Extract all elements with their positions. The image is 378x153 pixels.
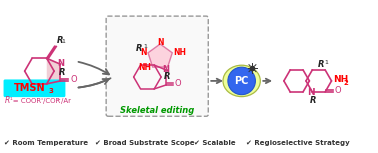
Text: NH: NH: [333, 75, 349, 84]
Text: –: –: [57, 97, 60, 103]
Text: 1: 1: [143, 44, 147, 49]
Text: R: R: [310, 96, 317, 105]
Text: R: R: [59, 68, 66, 77]
Text: ✔ Regioselective Strategy: ✔ Regioselective Strategy: [246, 140, 349, 146]
Text: ✔ Room Temperature: ✔ Room Temperature: [4, 140, 88, 146]
FancyBboxPatch shape: [3, 79, 65, 97]
Text: ¹= COOR'/COR: ¹= COOR'/COR: [10, 97, 60, 104]
Text: N: N: [157, 39, 163, 47]
Text: O: O: [335, 86, 342, 95]
Text: R: R: [164, 72, 170, 81]
Text: R: R: [136, 44, 142, 53]
Text: /Ar: /Ar: [61, 98, 71, 104]
Text: O: O: [175, 80, 181, 88]
Text: Skeletal editing: Skeletal editing: [120, 106, 194, 115]
Text: 3: 3: [49, 88, 54, 94]
Text: ✔ Broad Substrate Scope: ✔ Broad Substrate Scope: [95, 140, 195, 146]
Text: O: O: [70, 75, 77, 84]
Text: ✔ Scalable: ✔ Scalable: [194, 140, 235, 146]
Polygon shape: [47, 58, 60, 84]
Text: NH: NH: [139, 63, 152, 72]
Text: R: R: [318, 60, 324, 69]
Polygon shape: [148, 44, 172, 67]
Text: 1: 1: [62, 39, 65, 44]
Text: R: R: [5, 96, 10, 105]
Text: N: N: [57, 59, 64, 68]
Text: 1: 1: [324, 60, 328, 65]
Text: TMSN: TMSN: [14, 83, 45, 93]
Text: 2: 2: [343, 80, 348, 86]
Text: N: N: [141, 48, 147, 57]
Text: N: N: [308, 88, 315, 97]
Text: PC: PC: [234, 76, 249, 86]
Text: NH: NH: [173, 48, 186, 57]
Text: N: N: [163, 65, 170, 73]
Text: R: R: [57, 36, 63, 45]
Circle shape: [228, 67, 256, 95]
FancyBboxPatch shape: [106, 16, 208, 116]
Ellipse shape: [223, 65, 260, 97]
